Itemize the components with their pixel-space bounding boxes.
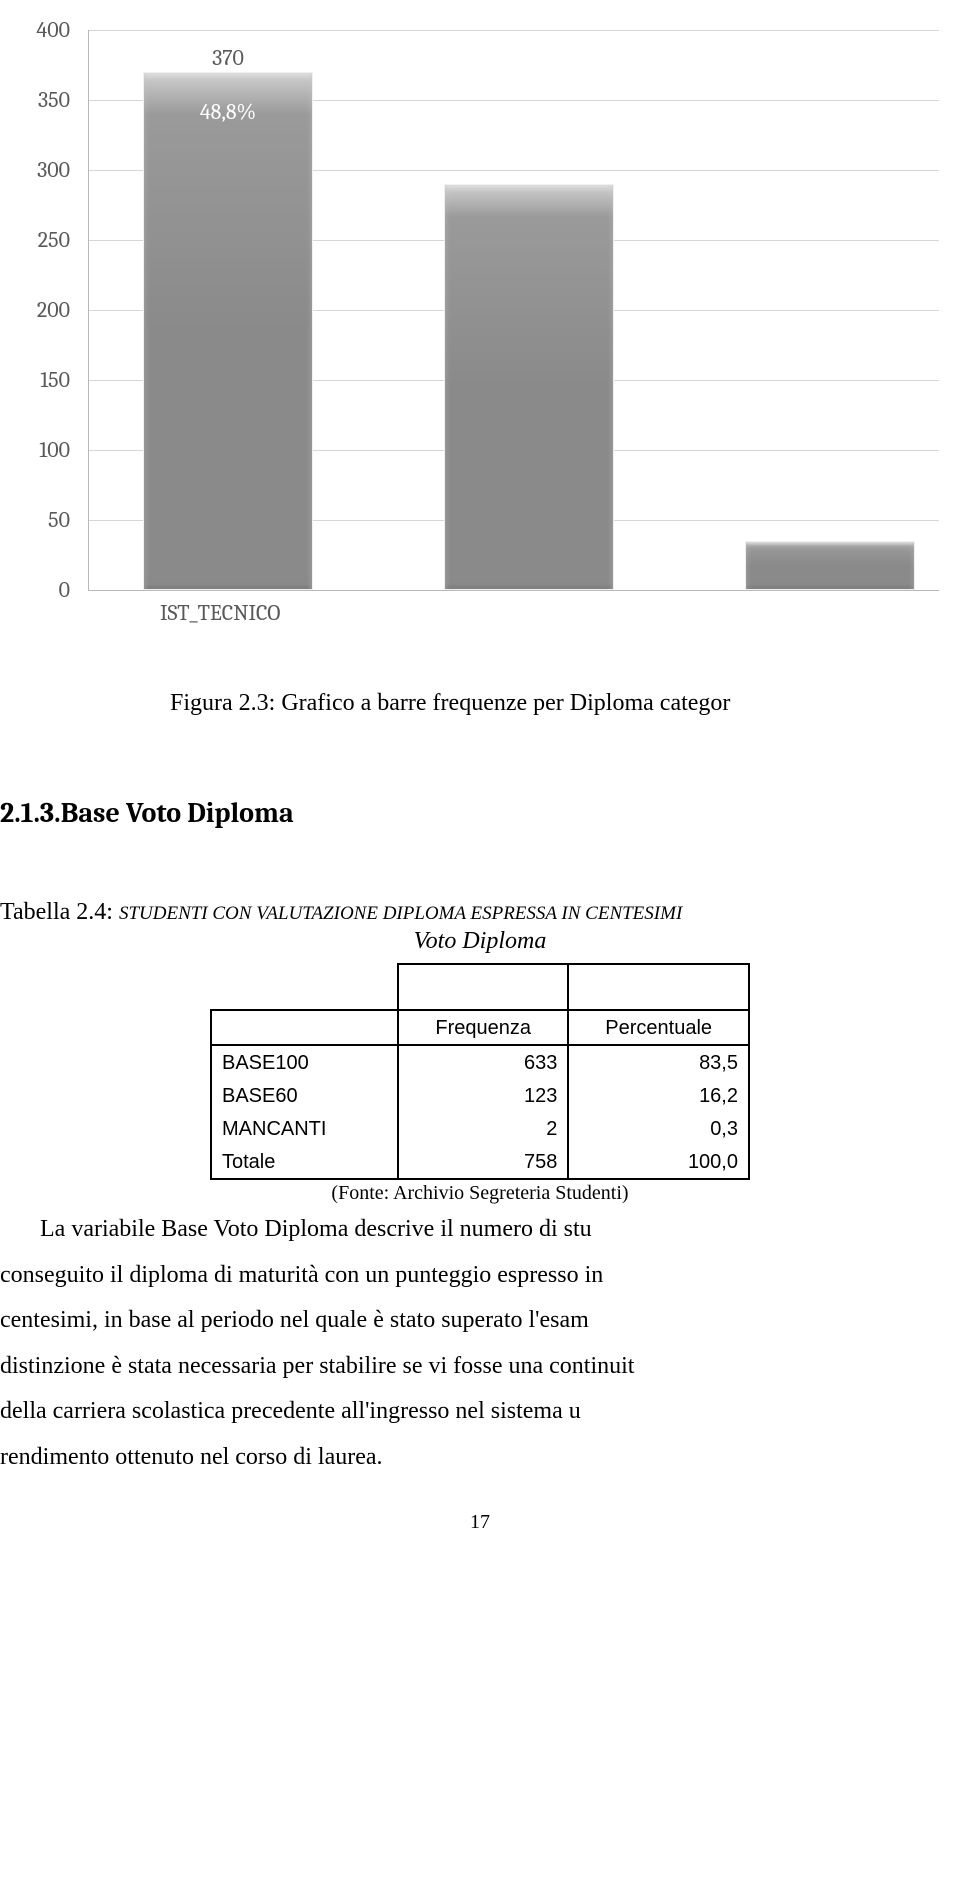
table-cell: BASE100	[211, 1045, 398, 1079]
table-header	[211, 1010, 398, 1045]
y-tick: 150	[10, 367, 70, 393]
y-tick: 300	[10, 157, 70, 183]
y-tick: 100	[10, 437, 70, 463]
table-cell: 633	[398, 1045, 568, 1079]
table-caption-body: STUDENTI CON VALUTAZIONE DIPLOMA ESPRESS…	[119, 903, 682, 924]
para-line: conseguito il diploma di maturità con un…	[0, 1262, 603, 1288]
table-cell: MANCANTI	[211, 1112, 398, 1145]
table-blank-cell	[211, 964, 398, 1010]
table-title: Voto Diploma	[0, 928, 960, 955]
y-tick: 400	[10, 17, 70, 43]
table-blank-cell	[398, 964, 568, 1010]
table-cell: 16,2	[568, 1079, 749, 1112]
page: 0 50 100 150 200 250 300 350 400 370 48,…	[0, 30, 960, 1554]
plot-area: 370 48,8%	[88, 30, 939, 591]
table-blank-cell	[568, 964, 749, 1010]
bar-chart: 0 50 100 150 200 250 300 350 400 370 48,…	[10, 30, 950, 650]
bar-3	[745, 541, 915, 590]
table-source: (Fonte: Archivio Segreteria Studenti)	[0, 1182, 960, 1205]
grid-line	[89, 30, 939, 31]
x-axis-label: IST_TECNICO	[160, 600, 280, 626]
table-cell: 123	[398, 1079, 568, 1112]
table-caption: Tabella 2.4: STUDENTI CON VALUTAZIONE DI…	[0, 899, 960, 926]
table-cell: 758	[398, 1145, 568, 1179]
table-cell: 2	[398, 1112, 568, 1145]
table-cell: BASE60	[211, 1079, 398, 1112]
y-tick: 200	[10, 297, 70, 323]
data-table: Frequenza Percentuale BASE100 633 83,5 B…	[210, 963, 750, 1180]
table-cell: Totale	[211, 1145, 398, 1179]
page-number: 17	[0, 1511, 960, 1554]
para-line: rendimento ottenuto nel corso di laurea.	[0, 1444, 383, 1470]
bar-sublabel: 48,8%	[144, 99, 312, 125]
y-tick: 0	[10, 577, 70, 603]
para-line: distinzione è stata necessaria per stabi…	[0, 1353, 634, 1379]
table-header: Frequenza	[398, 1010, 568, 1045]
para-line: centesimi, in base al periodo nel quale …	[0, 1307, 589, 1333]
section-heading: 2.1.3.Base Voto Diploma	[0, 797, 960, 829]
table-cell: 0,3	[568, 1112, 749, 1145]
y-tick: 50	[10, 507, 70, 533]
bar-2	[444, 184, 614, 590]
y-tick: 250	[10, 227, 70, 253]
y-axis: 0 50 100 150 200 250 300 350 400	[10, 30, 80, 590]
table-cell: 83,5	[568, 1045, 749, 1079]
bar-1: 370 48,8%	[143, 72, 313, 590]
bar-value: 370	[144, 45, 312, 71]
para-line: della carriera scolastica precedente all…	[0, 1398, 581, 1424]
table-cell: 100,0	[568, 1145, 749, 1179]
body-paragraph: La variabile Base Voto Diploma descrive …	[0, 1207, 960, 1481]
para-line: La variabile Base Voto Diploma descrive …	[0, 1207, 960, 1253]
table-caption-lead: Tabella 2.4:	[0, 899, 119, 925]
figure-caption: Figura 2.3: Grafico a barre frequenze pe…	[170, 690, 960, 717]
y-tick: 350	[10, 87, 70, 113]
table-header: Percentuale	[568, 1010, 749, 1045]
